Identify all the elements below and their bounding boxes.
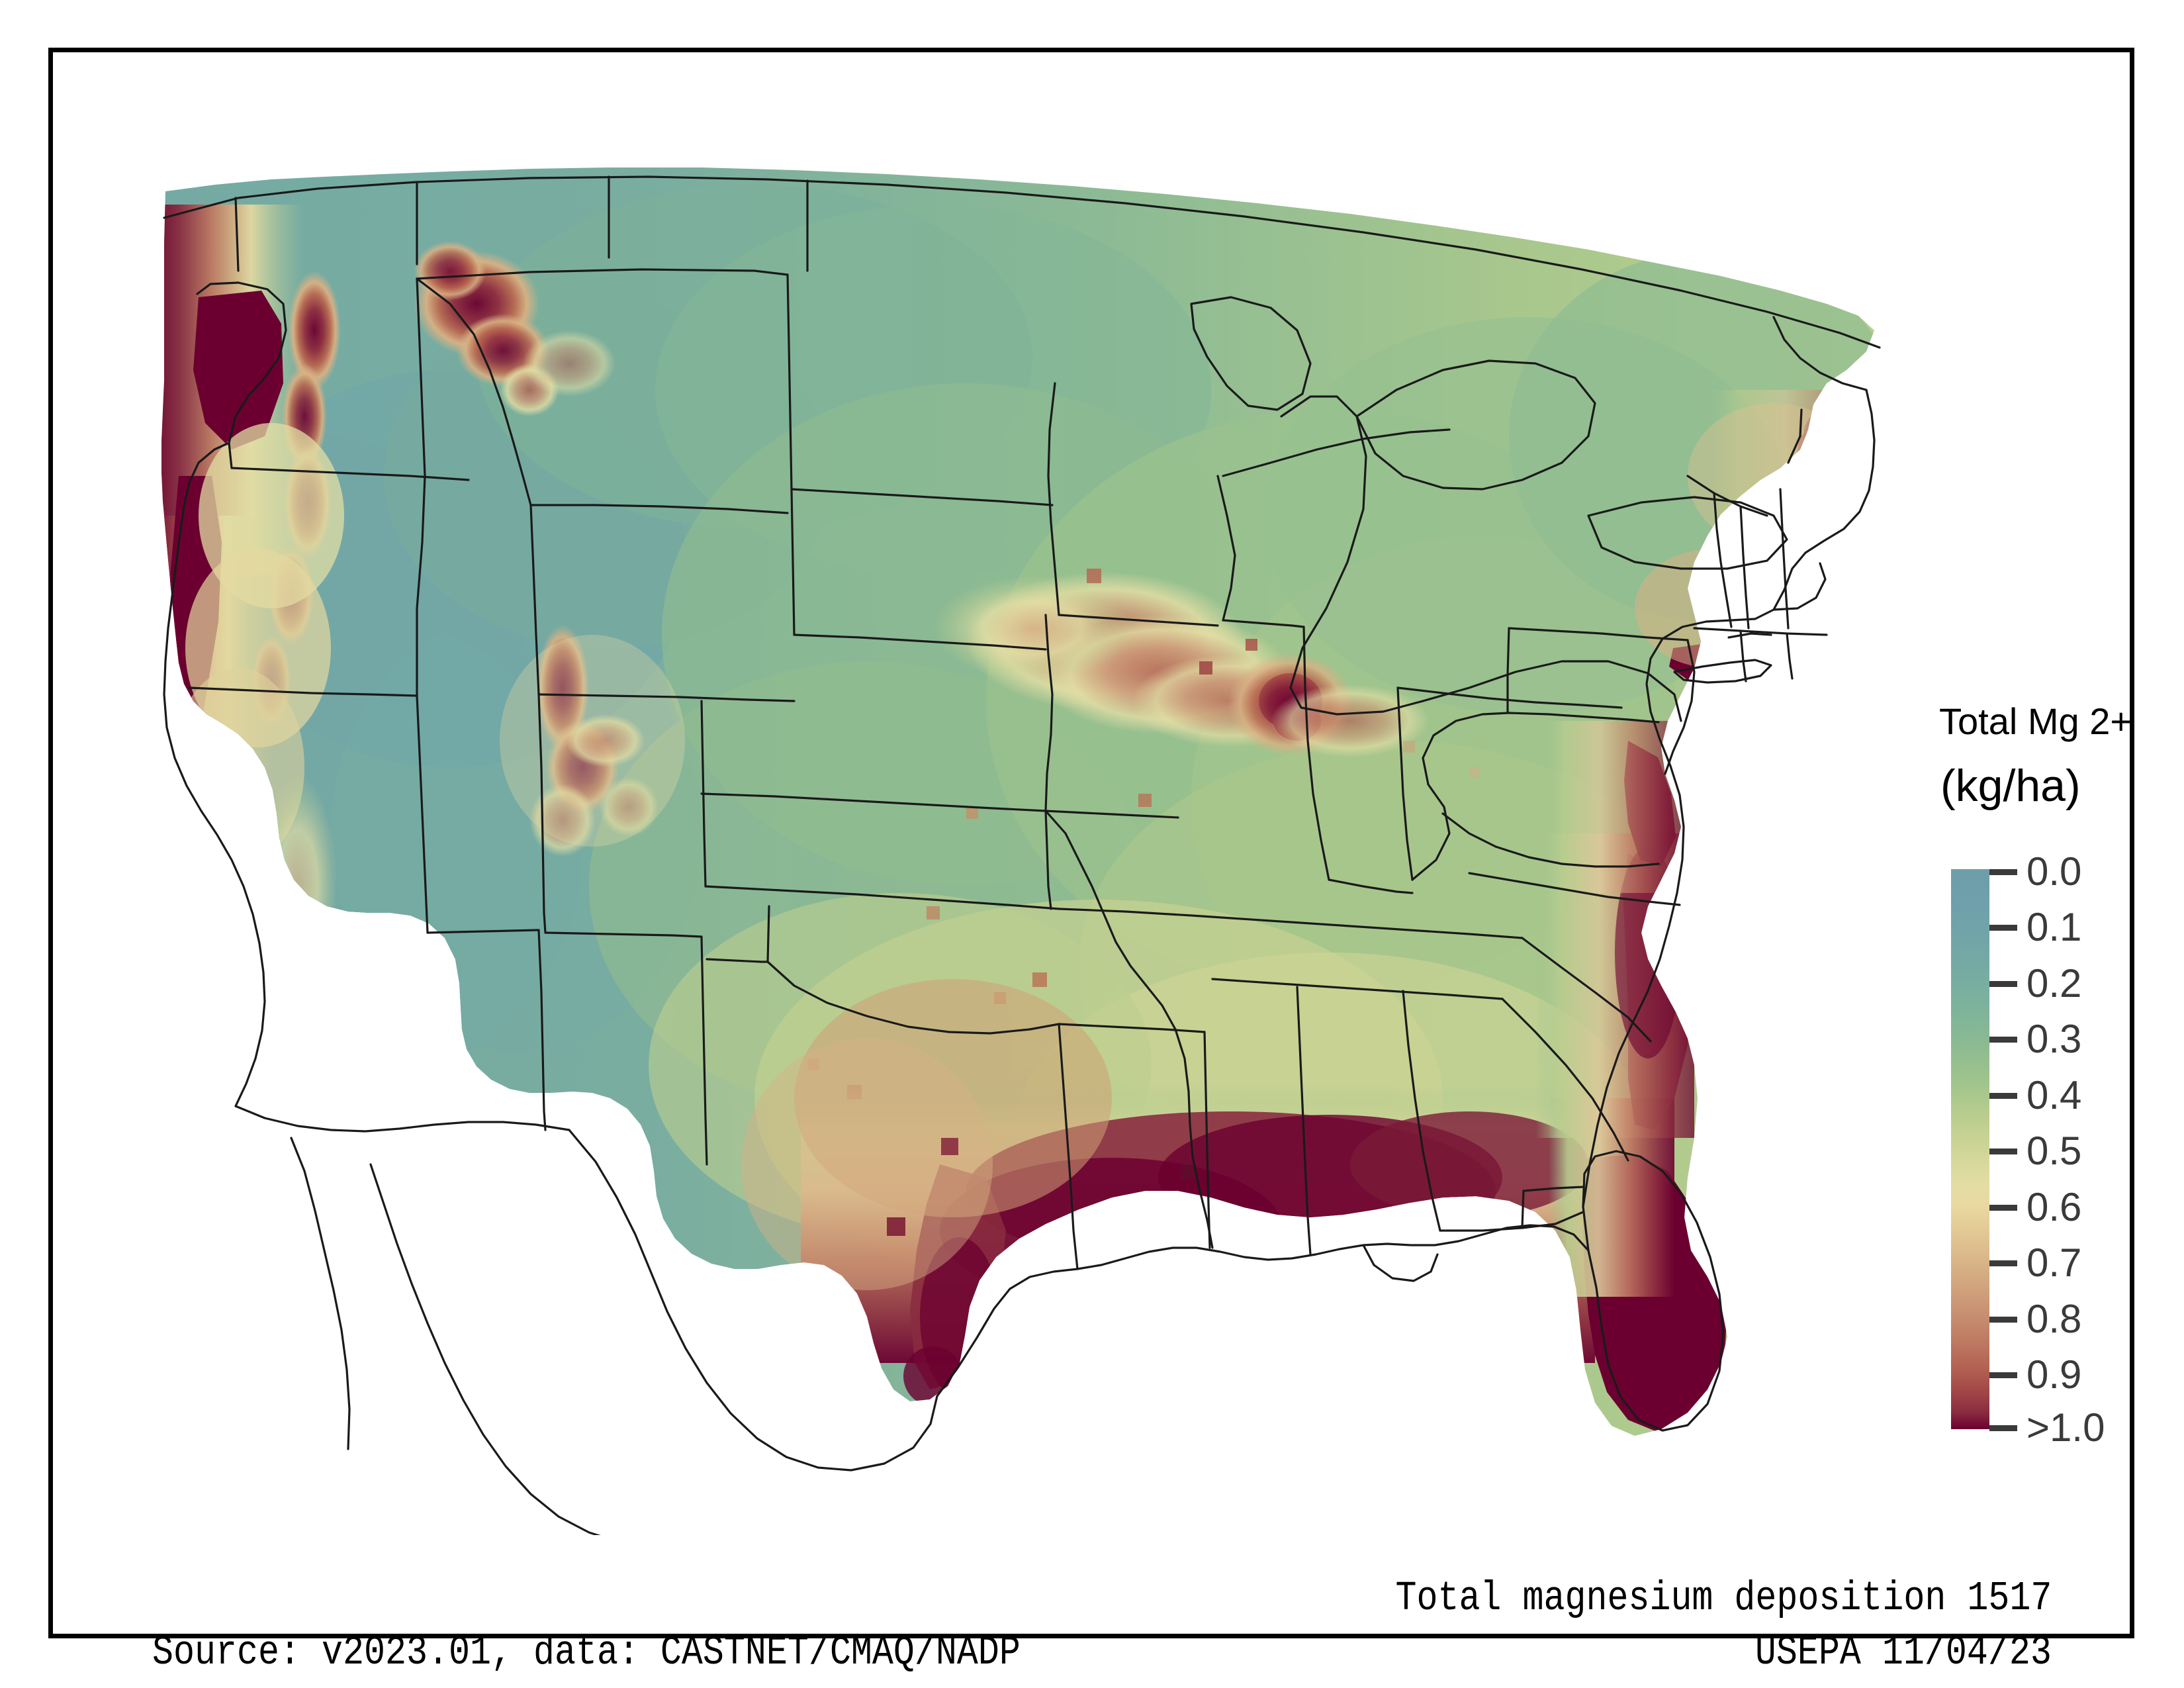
legend-title-species: Total Mg 2+ — [1939, 700, 2132, 742]
rockies-hotspots — [414, 241, 685, 857]
state-and-national-boundaries — [163, 175, 1881, 1535]
colorbar-label-8: 0.8 — [2026, 1297, 2082, 1341]
colorbar-tick-9 — [1989, 1372, 2017, 1378]
colorbar-tick-5 — [1989, 1149, 2017, 1154]
colorbar-tick-4 — [1989, 1093, 2017, 1099]
map-canvas — [106, 105, 1906, 1535]
colorbar-tick-3 — [1989, 1037, 2017, 1043]
colorbar-label-0: 0.0 — [2026, 849, 2082, 894]
colorbar-label-2: 0.2 — [2026, 961, 2082, 1006]
agency-date-stamp: USEPA 11/04/23 — [1755, 1629, 2052, 1676]
colorbar-tick-8 — [1989, 1317, 2017, 1323]
colorbar-label-7: 0.7 — [2026, 1241, 2082, 1285]
colorbar-tick-7 — [1989, 1260, 2017, 1266]
florida-southeast — [1535, 833, 1726, 1432]
midwest-plume — [807, 569, 1480, 1100]
colorbar-tick-6 — [1989, 1205, 2017, 1211]
colorbar-label-10: >1.0 — [2026, 1405, 2105, 1450]
deposition-raster-map — [161, 167, 1881, 1535]
legend-title-units: (kg/ha) — [1940, 761, 2081, 811]
pacific-coast-band — [161, 205, 344, 1092]
colorbar-container: 0.0 0.1 0.2 0.3 0.4 0.5 0.6 0.7 0.8 0.9 … — [1951, 852, 2169, 1448]
colorbar-label-1: 0.1 — [2026, 905, 2082, 949]
colorbar-tick-10 — [1989, 1425, 2017, 1431]
colorbar-label-9: 0.9 — [2026, 1352, 2082, 1397]
colorbar-label-3: 0.3 — [2026, 1017, 2082, 1061]
colorbar-tick-0 — [1989, 869, 2017, 875]
colorbar-gradient — [1951, 869, 1989, 1429]
map-legend: Total Mg 2+ (kg/ha) 0.0 0.1 0.2 0.3 — [1899, 701, 2177, 1482]
figure-frame: Total Mg 2+ (kg/ha) 0.0 0.1 0.2 0.3 — [48, 48, 2134, 1676]
map-caption: Total magnesium deposition 1517 — [1395, 1575, 2052, 1622]
colorbar-tick-2 — [1989, 981, 2017, 987]
colorbar-label-5: 0.5 — [2026, 1129, 2082, 1173]
colorbar-tick-1 — [1989, 925, 2017, 931]
colorbar-label-4: 0.4 — [2026, 1073, 2082, 1117]
source-credit: Source: v2023.01, data: CASTNET/CMAQ/NAD… — [152, 1629, 1021, 1676]
colorbar-label-6: 0.6 — [2026, 1185, 2082, 1229]
deposition-field — [161, 167, 1874, 1436]
